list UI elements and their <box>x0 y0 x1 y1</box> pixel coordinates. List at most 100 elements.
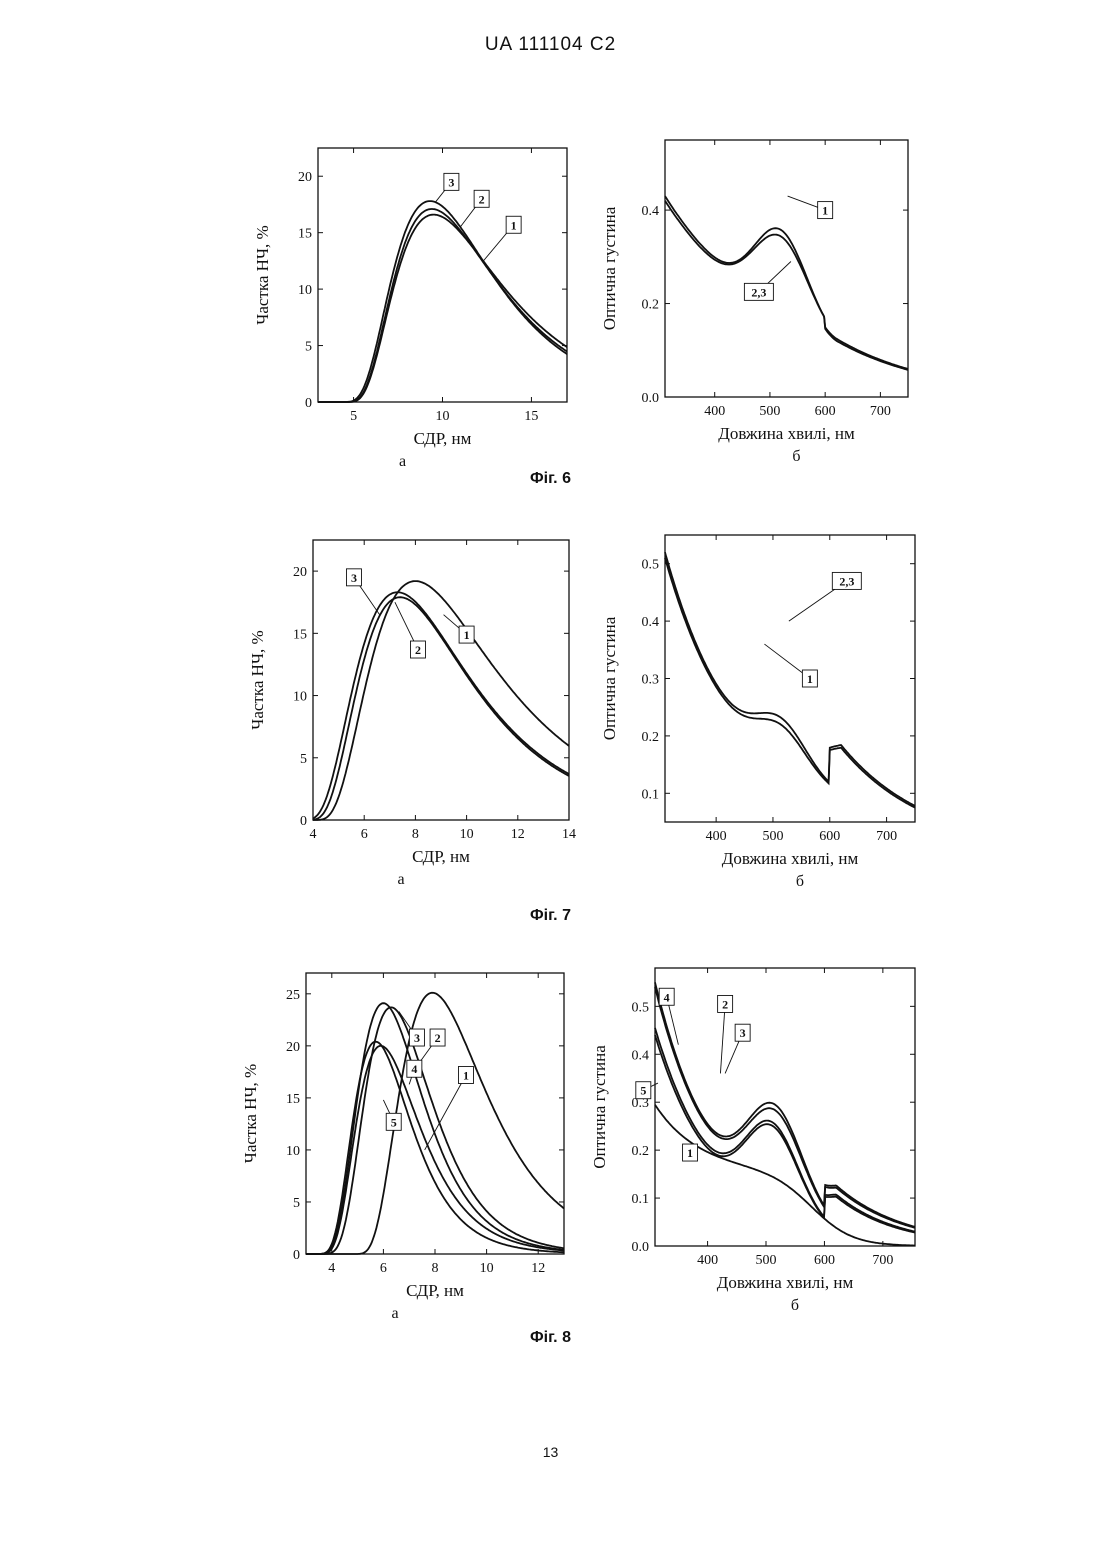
x-tick-label: 700 <box>870 404 891 419</box>
panel-label: б <box>791 1297 799 1314</box>
x-tick-label: 700 <box>876 829 897 844</box>
page-number: 13 <box>0 1444 1101 1460</box>
y-tick-label: 0 <box>293 1248 300 1263</box>
figure-7-caption: Фіг. 7 <box>0 907 1101 925</box>
annotation-label: 2 <box>435 1031 441 1045</box>
y-tick-label: 15 <box>293 627 307 642</box>
series-line-1 <box>318 215 567 402</box>
x-tick-label: 4 <box>328 1261 335 1276</box>
chart-fig6b: 4005006007000.00.20.4Довжина хвилі, нмОп… <box>600 140 908 465</box>
x-axis-label: СДР, нм <box>414 429 472 448</box>
x-tick-label: 400 <box>697 1253 718 1268</box>
x-tick-label: 600 <box>815 404 836 419</box>
figure-page: 5101505101520СДР, нмЧастка НЧ, %а3214005… <box>0 0 1101 1557</box>
y-tick-label: 20 <box>298 170 312 185</box>
annotation-label: 1 <box>463 1068 469 1082</box>
chart-fig7a: 46810121405101520СДР, нмЧастка НЧ, %а321 <box>248 540 576 888</box>
y-tick-label: 0.2 <box>642 298 660 313</box>
series-line-2 <box>318 209 567 402</box>
y-tick-label: 25 <box>286 988 300 1003</box>
panel-label: б <box>792 448 800 465</box>
x-tick-label: 8 <box>432 1261 439 1276</box>
x-tick-label: 700 <box>872 1253 893 1268</box>
plot-frame <box>318 148 567 402</box>
x-tick-label: 400 <box>706 829 727 844</box>
y-axis-label: Частка НЧ, % <box>241 1064 260 1163</box>
y-tick-label: 10 <box>293 690 307 705</box>
y-tick-label: 0.4 <box>642 204 660 219</box>
y-tick-label: 5 <box>300 752 307 767</box>
chart-fig8a: 46810120510152025СДР, нмЧастка НЧ, %а324… <box>241 973 564 1322</box>
y-axis-label: Оптична густина <box>600 616 619 740</box>
y-tick-label: 0.2 <box>642 730 660 745</box>
y-tick-label: 0.1 <box>632 1192 650 1207</box>
x-tick-label: 6 <box>361 827 368 842</box>
y-tick-label: 5 <box>293 1196 300 1211</box>
x-axis-label: Довжина хвилі, нм <box>717 1273 854 1292</box>
y-tick-label: 20 <box>286 1040 300 1055</box>
x-tick-label: 10 <box>436 409 450 424</box>
annotation-label: 3 <box>414 1031 420 1045</box>
chart-fig7b: 4005006007000.10.20.30.40.5Довжина хвилі… <box>600 535 915 890</box>
annotation-label: 3 <box>740 1026 746 1040</box>
x-tick-label: 5 <box>350 409 357 424</box>
plot-frame <box>655 968 915 1246</box>
chart-fig6a: 5101505101520СДР, нмЧастка НЧ, %а321 <box>253 148 567 470</box>
annotation-label: 3 <box>448 175 454 189</box>
x-tick-label: 500 <box>756 1253 777 1268</box>
annotation-label: 1 <box>464 628 470 642</box>
series-line-2-3 <box>665 201 908 370</box>
series-line-3 <box>318 201 567 402</box>
annotation-label: 4 <box>411 1062 417 1076</box>
y-tick-label: 20 <box>293 565 307 580</box>
y-tick-label: 0 <box>305 396 312 411</box>
series-line-5 <box>655 1035 915 1233</box>
y-tick-label: 0.5 <box>642 558 660 573</box>
annotation-label: 2 <box>415 643 421 657</box>
x-axis-label: СДР, нм <box>406 1281 464 1300</box>
x-tick-label: 12 <box>531 1261 545 1276</box>
annotation-label: 1 <box>687 1146 693 1160</box>
y-axis-label: Частка НЧ, % <box>248 630 267 729</box>
annotation-leader <box>720 1004 725 1073</box>
annotation-label: 1 <box>822 204 828 218</box>
x-tick-label: 500 <box>762 829 783 844</box>
y-tick-label: 15 <box>298 227 312 242</box>
x-tick-label: 15 <box>524 409 538 424</box>
annotation-label: 3 <box>351 571 357 585</box>
y-axis-label: Оптична густина <box>600 206 619 330</box>
x-tick-label: 12 <box>511 827 525 842</box>
annotation-label: 1 <box>807 672 813 686</box>
y-axis-label: Частка НЧ, % <box>253 225 272 324</box>
plot-frame <box>306 973 564 1254</box>
series-line-2 <box>313 597 569 820</box>
x-tick-label: 6 <box>380 1261 387 1276</box>
plot-frame <box>665 535 915 822</box>
figure-8-caption: Фіг. 8 <box>0 1329 1101 1347</box>
annotation-label: 2 <box>479 192 485 206</box>
x-tick-label: 500 <box>759 404 780 419</box>
x-tick-label: 10 <box>480 1261 494 1276</box>
annotation-label: 5 <box>391 1115 397 1129</box>
annotation-label: 2,3 <box>839 574 854 588</box>
series-line-1 <box>313 581 569 820</box>
panel-label: б <box>796 873 804 890</box>
y-tick-label: 0.0 <box>642 391 660 406</box>
annotation-label: 4 <box>664 990 670 1004</box>
x-tick-label: 400 <box>704 404 725 419</box>
y-tick-label: 0.1 <box>642 787 660 802</box>
y-tick-label: 5 <box>305 340 312 355</box>
series-line-2-3 <box>665 552 915 806</box>
x-axis-label: СДР, нм <box>412 847 470 866</box>
x-tick-label: 10 <box>460 827 474 842</box>
chart-fig8b: 4005006007000.00.10.20.30.40.5Довжина хв… <box>590 968 915 1314</box>
y-tick-label: 0 <box>300 814 307 829</box>
panel-label: а <box>399 453 406 470</box>
x-tick-label: 600 <box>819 829 840 844</box>
y-tick-label: 0.4 <box>642 615 660 630</box>
figure-6-caption: Фіг. 6 <box>0 470 1101 488</box>
y-axis-label: Оптична густина <box>590 1045 609 1169</box>
series-line-3 <box>655 987 915 1228</box>
series-line-3 <box>313 592 569 818</box>
panel-label: а <box>397 871 404 888</box>
